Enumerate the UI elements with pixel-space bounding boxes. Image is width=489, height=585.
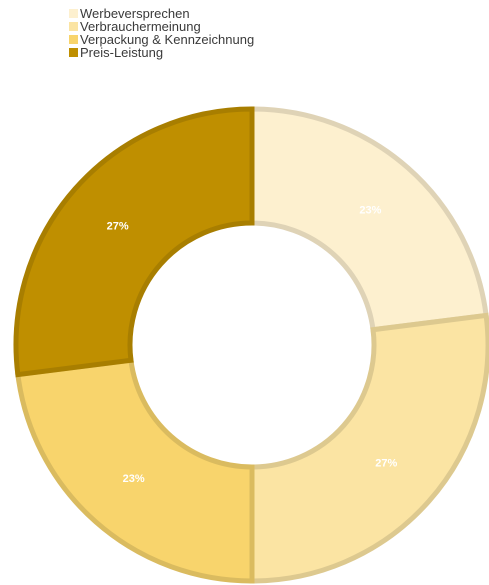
legend-swatch (69, 9, 78, 18)
legend-swatch (69, 22, 78, 31)
legend-item-verbrauchermeinung: Verbrauchermeinung (69, 20, 254, 33)
legend-label: Preis-Leistung (80, 45, 164, 60)
donut-slice (13, 106, 255, 378)
donut-slice (15, 357, 255, 584)
legend-label: Verbrauchermeinung (80, 19, 201, 34)
legend-swatch (69, 35, 78, 44)
legend-label: Werbeversprechen (80, 6, 190, 21)
legend-swatch (69, 48, 78, 57)
slice-data-label: 27% (107, 221, 129, 233)
slice-data-label: 23% (359, 205, 381, 217)
legend-label: Verpackung & Kennzeichnung (80, 32, 255, 47)
legend-item-preis-leistung: Preis-Leistung (69, 46, 254, 59)
slice-data-label: 23% (123, 473, 145, 485)
chart-legend: Werbeversprechen Verbrauchermeinung Verp… (69, 7, 254, 59)
slice-data-label: 27% (375, 457, 397, 469)
legend-item-verpackung-kennzeichnung: Verpackung & Kennzeichnung (69, 33, 254, 46)
donut-slice (249, 106, 489, 333)
donut-slice (249, 312, 489, 584)
legend-item-werbeversprechen: Werbeversprechen (69, 7, 254, 20)
